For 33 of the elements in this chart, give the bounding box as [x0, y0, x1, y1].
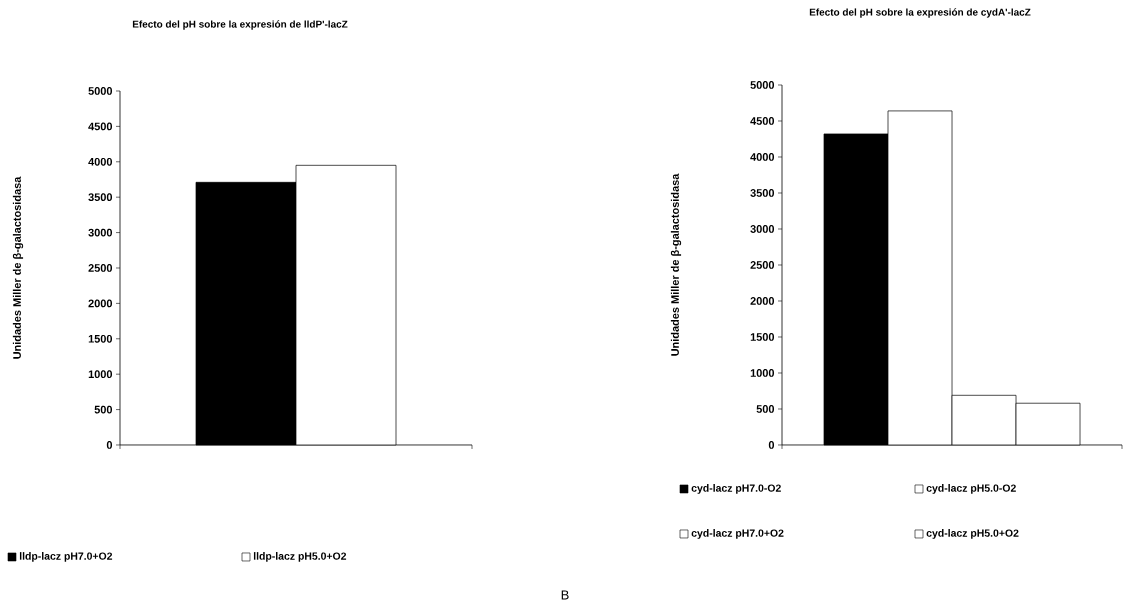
y-tick-label: 1000 — [88, 370, 113, 379]
y-tick-label: 1000 — [750, 369, 775, 377]
legend-label: cyd-lacz pH7.0-O2 — [691, 484, 781, 494]
y-tick-label: 4500 — [750, 117, 775, 125]
y-tick-label: 3000 — [750, 225, 775, 233]
y-tick-label: 0 — [768, 441, 775, 449]
y-axis-title: Unidades Miller de β-galactosidasa — [12, 176, 24, 359]
y-tick-label: 1500 — [88, 334, 113, 343]
text: B — [561, 590, 569, 600]
y-tick-label: 2000 — [88, 299, 113, 308]
chart-title: Efecto del pH sobre la expresión de lldP'-lacZ — [132, 20, 348, 30]
legend-label: cyd-lacz pH7.0+O2 — [691, 529, 784, 539]
y-tick-label: 4000 — [750, 153, 775, 161]
legend-label: lldp-lacz pH5.0+O2 — [253, 552, 347, 562]
y-tick-label: 5000 — [750, 81, 775, 89]
y-tick-label: 2500 — [88, 264, 113, 272]
y-tick-label: 3500 — [750, 189, 775, 197]
chart-title: Efecto del pH sobre la expresión de cydA'-lacZ — [809, 8, 1031, 18]
y-tick-label: 5000 — [88, 87, 113, 95]
y-tick-label: 4000 — [88, 157, 113, 166]
y-tick-label: 0 — [106, 441, 113, 449]
y-tick-label: 1500 — [750, 333, 775, 341]
y-tick-label: 2000 — [750, 297, 775, 305]
legend-label: lldp-lacz pH7.0+O2 — [19, 552, 113, 562]
y-tick-label: 500 — [756, 405, 775, 413]
legend-label: cyd-lacz pH5.0-O2 — [926, 484, 1016, 494]
y-tick-label: 3500 — [88, 193, 113, 202]
y-tick-label: 4500 — [88, 122, 113, 131]
y-axis-title: Unidades Miller de β-galactosidasa — [670, 173, 682, 356]
legend-label: cyd-lacz pH5.0+O2 — [926, 529, 1019, 539]
y-tick-label: 500 — [94, 405, 113, 414]
y-tick-label: 2500 — [750, 261, 775, 269]
y-tick-label: 3000 — [88, 228, 113, 237]
